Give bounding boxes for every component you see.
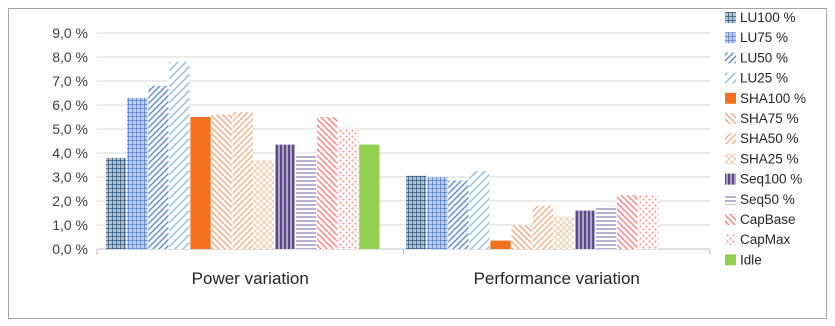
legend-label: LU25 % <box>740 71 788 86</box>
y-tick-label: 5,0 % <box>52 121 88 137</box>
legend-swatch <box>725 52 736 64</box>
bar-capmax-0 <box>338 127 359 249</box>
y-tick-label: 1,0 % <box>52 217 88 233</box>
bar-lu50-0 <box>148 85 169 249</box>
legend: LU100 % LU75 % LU50 % LU25 % SHA100 % SHA75 %… <box>725 10 806 267</box>
category-label: Performance variation <box>474 269 640 288</box>
legend-label: SHA50 % <box>740 131 799 146</box>
legend-swatch <box>725 32 736 44</box>
legend-label: LU75 % <box>740 30 788 45</box>
legend-swatch <box>725 193 736 205</box>
legend-swatch <box>725 12 736 23</box>
bar-seq100-0 <box>274 144 296 249</box>
bar-sha50-1 <box>532 205 553 249</box>
bar-capbase-0 <box>317 117 338 249</box>
bar-seq50-0 <box>295 154 317 249</box>
legend-label: SHA75 % <box>740 111 799 126</box>
bar-seq50-1 <box>595 205 617 249</box>
bar-lu75-1 <box>427 177 448 249</box>
bars <box>106 61 659 249</box>
y-tick-label: 4,0 % <box>52 145 88 161</box>
legend-swatch <box>725 254 736 266</box>
legend-label: SHA100 % <box>740 91 806 106</box>
legend-swatch <box>725 113 736 124</box>
legend-swatch <box>725 92 736 104</box>
legend-swatch <box>725 234 736 246</box>
y-tick-label: 0,0 % <box>52 241 88 257</box>
legend-swatch <box>725 173 736 185</box>
legend-label: CapBase <box>740 212 796 227</box>
legend-label: CapMax <box>740 232 791 247</box>
bar-capbase-1 <box>617 195 638 249</box>
y-tick-label: 3,0 % <box>52 169 88 185</box>
bar-idle-0 <box>359 144 380 249</box>
y-tick-label: 6,0 % <box>52 97 88 113</box>
legend-swatch <box>725 214 736 225</box>
y-tick-label: 9,0 % <box>52 25 88 41</box>
y-tick-label: 2,0 % <box>52 193 88 209</box>
bar-capmax-1 <box>638 195 659 249</box>
bar-sha100-1 <box>490 240 511 249</box>
bar-sha25-1 <box>553 216 574 249</box>
bar-lu50-1 <box>448 180 469 249</box>
y-tick-label: 8,0 % <box>52 49 88 65</box>
bar-sha75-0 <box>211 114 232 249</box>
legend-label: Seq100 % <box>740 172 802 187</box>
bar-lu25-1 <box>469 171 490 249</box>
y-tick-label: 7,0 % <box>52 73 88 89</box>
legend-label: SHA25 % <box>740 151 799 166</box>
legend-swatch <box>725 72 736 84</box>
legend-swatch <box>725 133 736 145</box>
category-labels: Power variation Performance variation <box>192 269 640 288</box>
category-label: Power variation <box>192 269 309 288</box>
bar-sha25-0 <box>253 160 274 249</box>
legend-label: LU100 % <box>740 10 796 25</box>
bar-lu75-0 <box>127 97 148 249</box>
bar-lu25-0 <box>169 61 190 249</box>
legend-label: Idle <box>740 252 762 267</box>
bar-lu100-1 <box>406 175 427 249</box>
bar-seq100-1 <box>574 210 596 249</box>
legend-label: LU50 % <box>740 50 788 65</box>
bar-sha75-1 <box>511 225 532 249</box>
bar-sha50-0 <box>232 112 253 249</box>
bar-sha100-0 <box>190 117 211 249</box>
bar-lu100-0 <box>106 157 127 249</box>
legend-label: Seq50 % <box>740 192 795 207</box>
legend-swatch <box>725 153 736 165</box>
y-axis-ticks: 0,0 % 1,0 % 2,0 % 3,0 % 4,0 % 5,0 % 6,0 % 7,0 %… <box>52 25 88 257</box>
